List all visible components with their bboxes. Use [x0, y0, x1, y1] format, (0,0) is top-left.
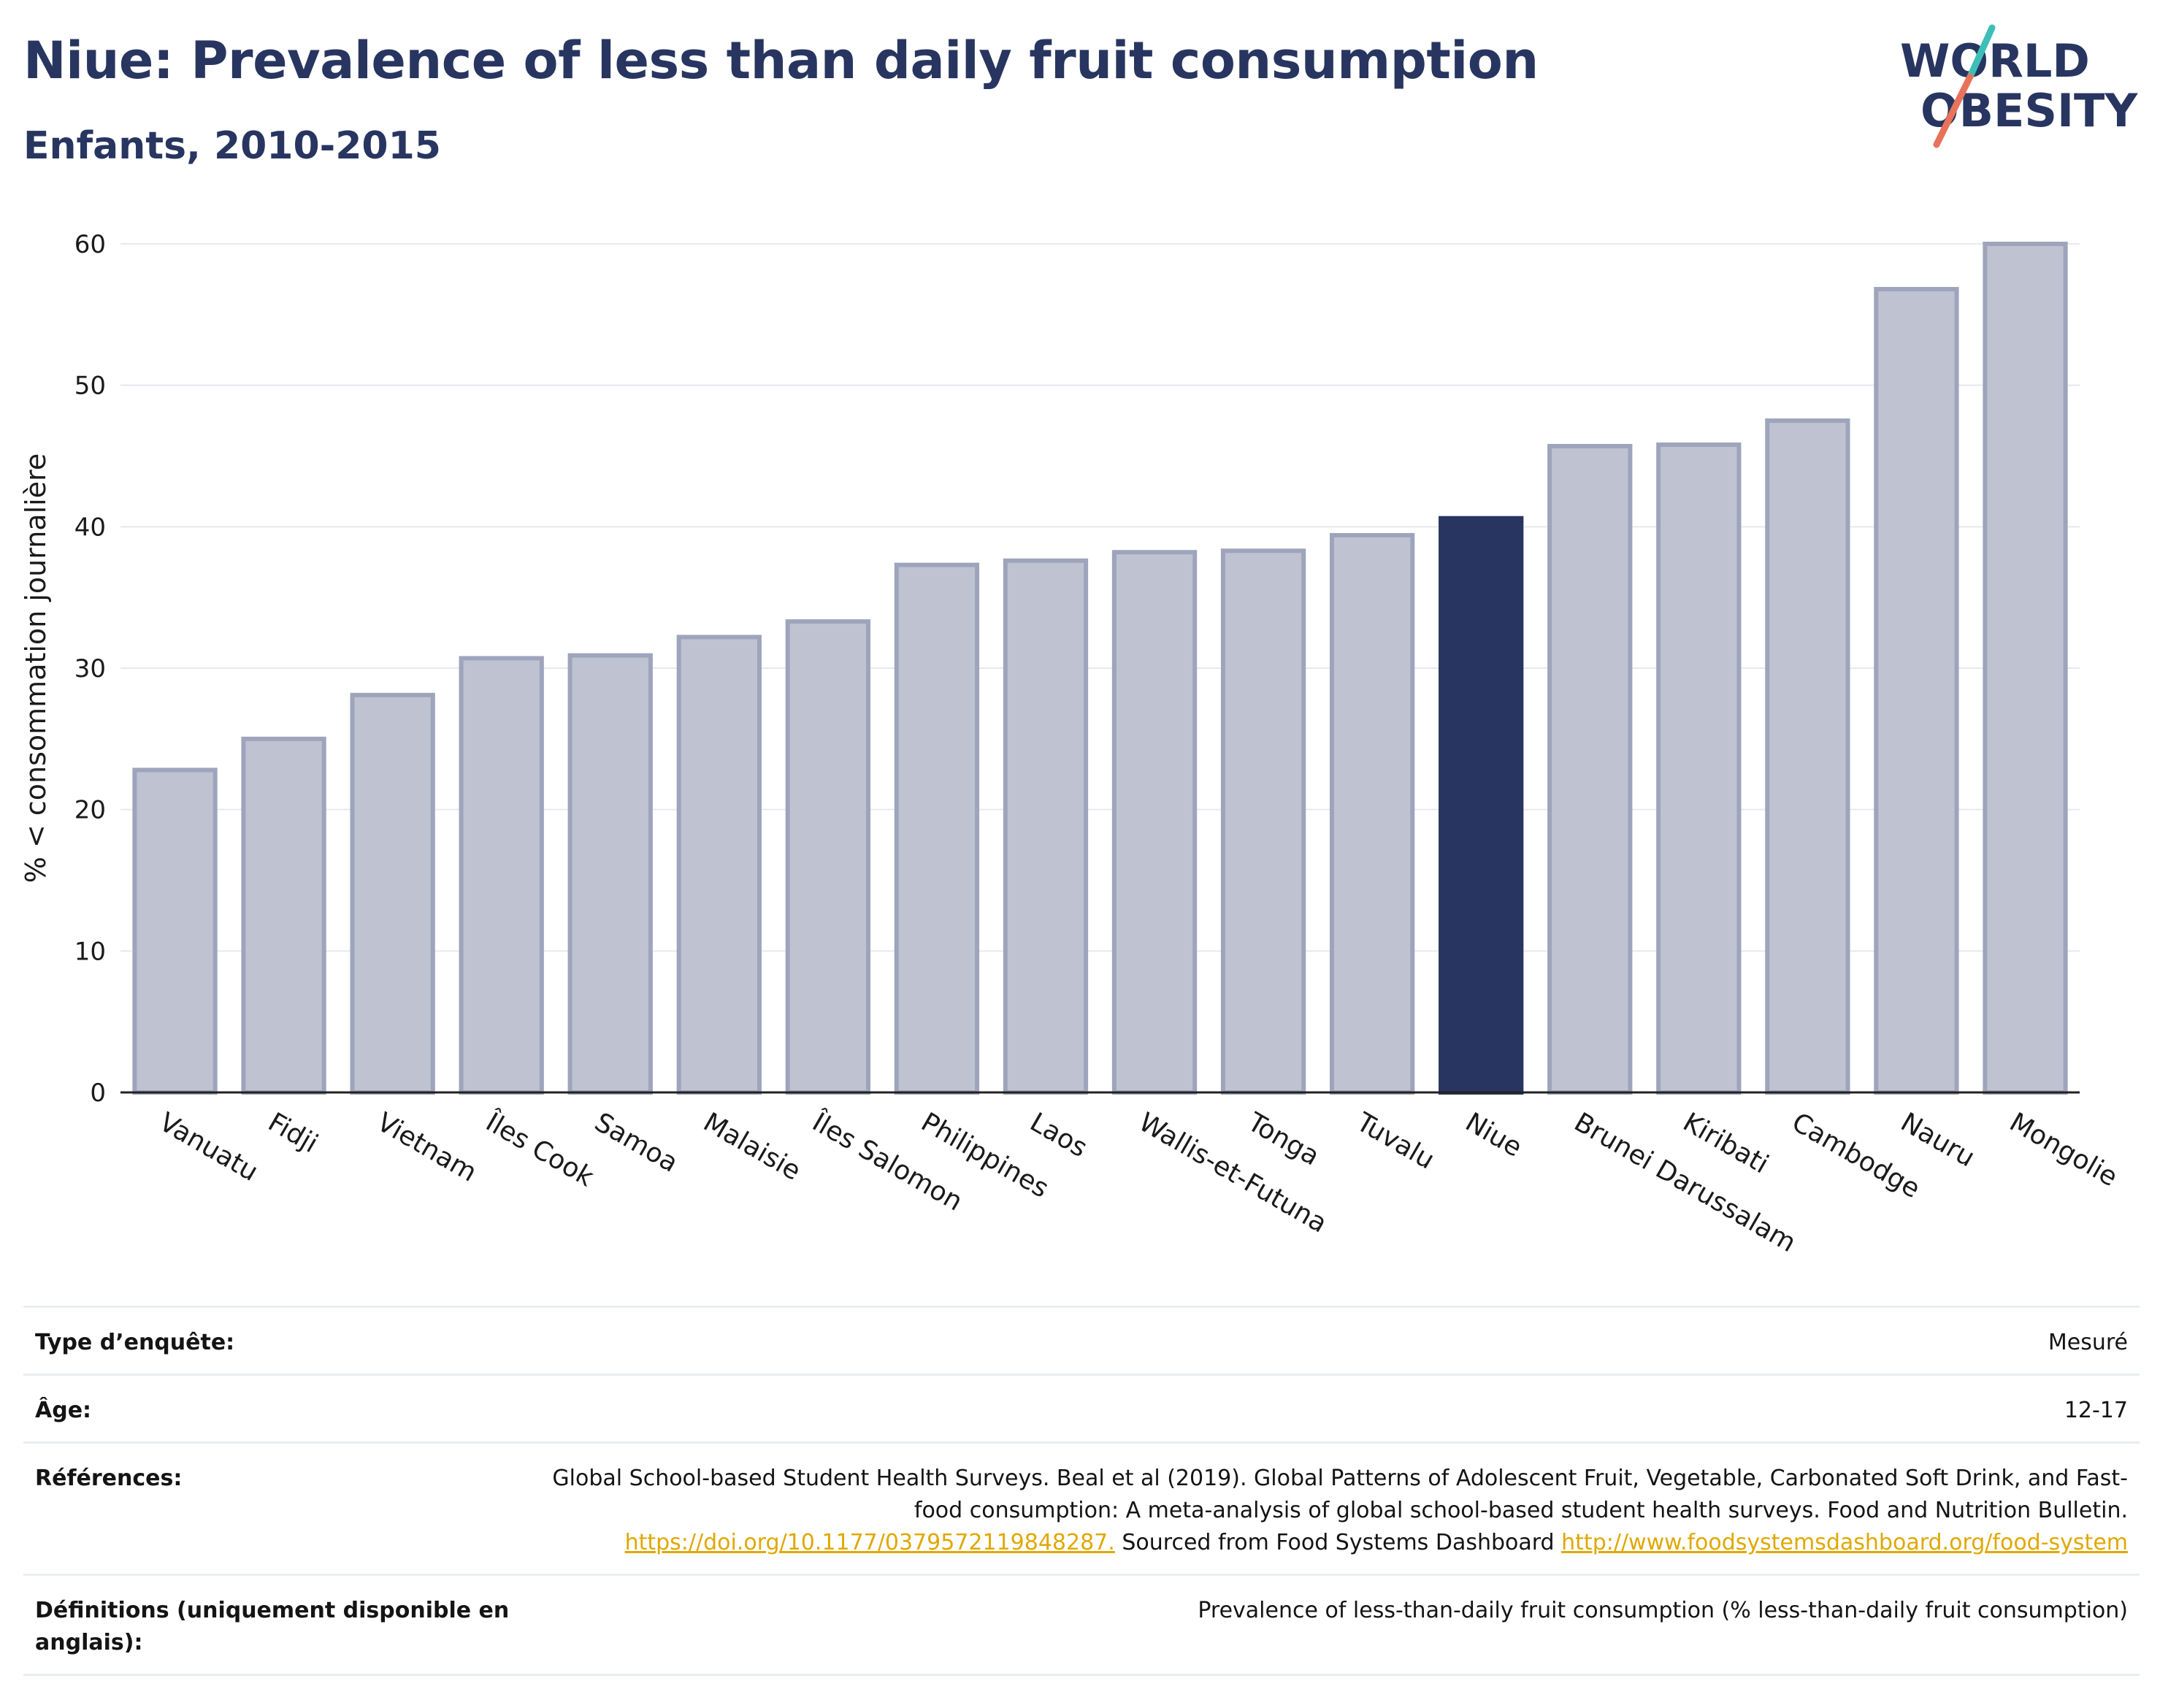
y-tick-label: 30 [74, 654, 106, 683]
info-row-age: Âge: 12-17 [23, 1374, 2140, 1441]
bar-îles-cook [459, 656, 544, 1095]
x-tick-label: Samoa [589, 1107, 683, 1179]
y-tick-label: 60 [74, 230, 106, 259]
bar-malaisie [676, 635, 762, 1095]
y-tick-label: 40 [74, 513, 106, 542]
survey-type-label: Type d’enquête: [35, 1330, 235, 1355]
x-tick-label: Nauru [1896, 1107, 1980, 1173]
info-row-definitions: Définitions (uniquement disponible en an… [23, 1574, 2140, 1676]
references-text: Global School-based Student Health Surve… [552, 1466, 2128, 1523]
x-tick-label: Malaisie [698, 1107, 805, 1187]
x-tick-label: Îles Cook [480, 1106, 599, 1192]
bar-niue [1439, 516, 1524, 1095]
info-row-references: Références: Global School-based Student … [23, 1441, 2140, 1574]
bar-kiribati [1656, 443, 1742, 1095]
food-systems-dashboard-link[interactable]: http://www.foodsystemsdashboard.org/food… [1561, 1530, 2128, 1555]
y-tick-label: 10 [74, 937, 106, 966]
x-tick-label: Fidji [263, 1107, 323, 1159]
x-tick-label: Wallis-et-Futuna [1134, 1107, 1332, 1238]
y-axis-ticks: 0 10 20 30 40 50 60 [74, 230, 106, 1108]
bar-tuvalu [1329, 532, 1415, 1095]
x-tick-label: Vanuatu [154, 1107, 263, 1187]
references-label: Références: [35, 1466, 183, 1491]
survey-type-value: Mesuré [2048, 1330, 2128, 1355]
info-row-survey-type: Type d’enquête: Mesuré [23, 1306, 2140, 1374]
age-label: Âge: [35, 1398, 92, 1423]
bar-vietnam [350, 692, 435, 1095]
x-tick-label: Vietnam [372, 1107, 481, 1188]
bars [132, 242, 2068, 1095]
logo-slash-teal [1966, 24, 1996, 80]
x-tick-label: Tuvalu [1351, 1107, 1439, 1176]
references-source-text: Sourced from Food Systems Dashboard [1122, 1530, 1555, 1555]
y-axis-title: % < consommation journalière [20, 453, 52, 883]
y-tick-label: 0 [90, 1079, 106, 1108]
x-tick-label: Tonga [1242, 1107, 1325, 1172]
bar-samoa [567, 653, 653, 1095]
x-tick-label: Laos [1025, 1107, 1092, 1163]
bar-vanuatu [132, 767, 218, 1095]
y-tick-label: 50 [74, 372, 106, 401]
bar-philippines [894, 562, 980, 1095]
y-tick-label: 20 [74, 796, 106, 825]
page-title: Niue: Prevalence of less than daily frui… [23, 31, 1539, 91]
bar-chart: 0 10 20 30 40 50 60 % < consommation journaliè… [20, 230, 2123, 1258]
logo-text-world: WORLD [1900, 34, 2090, 88]
x-tick-label: Niue [1460, 1107, 1527, 1163]
bar-nauru [1874, 286, 1959, 1095]
bar-tonga [1220, 548, 1306, 1095]
doi-link[interactable]: https://doi.org/10.1177/0379572119848287… [624, 1530, 1115, 1555]
definitions-label: Définitions (uniquement disponible en an… [35, 1598, 510, 1655]
references-value: Global School-based Student Health Surve… [521, 1463, 2128, 1559]
info-table: Type d’enquête: Mesuré Âge: 12-17 Référe… [23, 1306, 2140, 1676]
bar-laos [1003, 558, 1089, 1095]
x-tick-label: Mongolie [2004, 1107, 2123, 1192]
age-value: 12-17 [2064, 1398, 2128, 1423]
x-tick-label: Kiribati [1678, 1107, 1774, 1179]
bar-îles-salomon [785, 619, 871, 1095]
bar-fidji [241, 736, 326, 1095]
bar-mongolie [1983, 242, 2068, 1095]
logo-slash-coral [1933, 73, 1974, 148]
world-obesity-logo: WORLD OBESITY [1900, 24, 2138, 148]
definitions-value: Prevalence of less-than-daily fruit cons… [1198, 1598, 2128, 1623]
page-subtitle: Enfants, 2010-2015 [23, 124, 441, 168]
bar-wallis-et-futuna [1111, 550, 1198, 1095]
bar-brunei-darussalam [1547, 443, 1633, 1095]
bar-cambodge [1765, 418, 1850, 1095]
